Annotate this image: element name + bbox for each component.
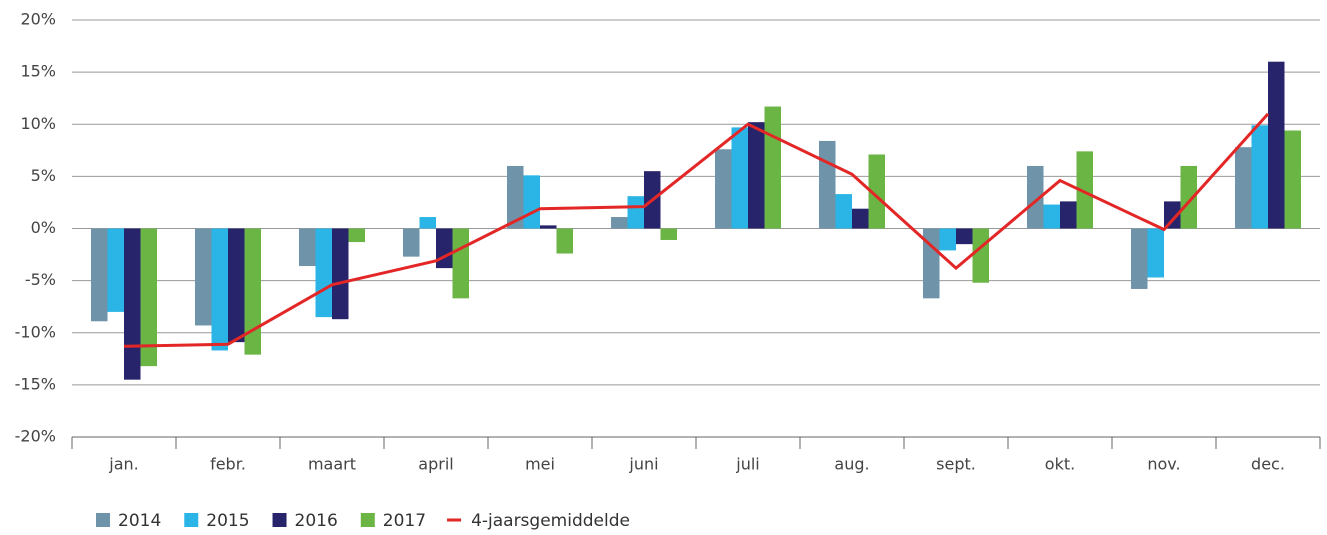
bar bbox=[299, 228, 316, 267]
x-tick-label: nov. bbox=[1147, 455, 1180, 474]
legend-swatch bbox=[184, 513, 199, 527]
bar bbox=[1027, 165, 1044, 229]
bar bbox=[715, 149, 732, 229]
bar bbox=[1268, 61, 1285, 229]
bar bbox=[452, 228, 469, 299]
bar bbox=[764, 106, 781, 229]
legend-label: 2016 bbox=[295, 511, 338, 531]
legend-swatch bbox=[96, 513, 110, 527]
bar bbox=[660, 228, 677, 240]
bar bbox=[556, 228, 573, 254]
bar bbox=[332, 228, 349, 320]
x-tick-label: dec. bbox=[1251, 455, 1285, 474]
bar bbox=[852, 208, 869, 229]
line bbox=[123, 112, 1270, 348]
bar bbox=[419, 217, 436, 229]
bar bbox=[244, 228, 261, 355]
x-tick-label: sept. bbox=[936, 455, 976, 474]
bar bbox=[195, 228, 212, 326]
bar bbox=[627, 196, 644, 229]
legend-swatch bbox=[360, 513, 375, 527]
bar bbox=[1284, 130, 1301, 229]
bar bbox=[939, 228, 956, 251]
y-tick-label: 5% bbox=[31, 166, 56, 185]
legend-label: 2015 bbox=[206, 511, 249, 531]
bar bbox=[140, 228, 157, 367]
bar bbox=[540, 225, 557, 229]
bar bbox=[835, 194, 852, 229]
bar bbox=[956, 228, 973, 245]
y-tick-label: 10% bbox=[20, 114, 56, 133]
y-tick-label: 20% bbox=[20, 10, 56, 29]
legend-swatch bbox=[272, 513, 287, 527]
bar bbox=[1043, 204, 1060, 229]
y-tick-label: -5% bbox=[25, 270, 56, 289]
bar bbox=[972, 228, 989, 283]
x-tick-label: maart bbox=[308, 455, 356, 474]
x-tick-label: juli bbox=[735, 455, 759, 474]
bar bbox=[436, 228, 453, 269]
y-tick-label: 0% bbox=[31, 218, 56, 237]
y-tick-label: -15% bbox=[15, 374, 56, 393]
bar bbox=[1076, 151, 1093, 229]
legend-label: 4-jaarsgemiddelde bbox=[471, 511, 630, 531]
bar bbox=[1131, 228, 1148, 289]
bar bbox=[611, 217, 628, 229]
bar bbox=[107, 228, 124, 312]
legend-label: 2017 bbox=[383, 511, 426, 531]
bar bbox=[748, 122, 765, 229]
bar bbox=[91, 228, 108, 322]
bar bbox=[819, 140, 836, 229]
bar bbox=[1060, 201, 1077, 229]
y-tick-label: 15% bbox=[20, 62, 56, 81]
y-tick-label: -10% bbox=[15, 322, 56, 341]
legend-label: 2014 bbox=[118, 511, 161, 531]
x-tick-label: okt. bbox=[1045, 455, 1075, 474]
bar bbox=[923, 228, 940, 299]
x-tick-label: juni bbox=[628, 455, 658, 474]
bar bbox=[315, 228, 332, 318]
bar bbox=[211, 228, 228, 351]
bar bbox=[403, 228, 420, 257]
bar bbox=[228, 228, 245, 343]
bar bbox=[1251, 125, 1268, 229]
bar bbox=[731, 127, 748, 229]
bar bbox=[1147, 228, 1164, 278]
y-tick-label: -20% bbox=[15, 427, 56, 446]
bar bbox=[523, 175, 540, 229]
bar bbox=[868, 154, 885, 229]
bar bbox=[507, 165, 524, 229]
x-tick-label: aug. bbox=[834, 455, 869, 474]
bar bbox=[1180, 165, 1197, 229]
bar bbox=[1235, 147, 1252, 229]
x-tick-label: jan. bbox=[108, 455, 138, 474]
bar bbox=[1164, 201, 1181, 229]
x-tick-label: febr. bbox=[210, 455, 246, 474]
x-tick-label: mei bbox=[525, 455, 555, 474]
bar bbox=[348, 228, 365, 243]
x-tick-label: april bbox=[418, 455, 453, 474]
bar bbox=[124, 228, 141, 380]
